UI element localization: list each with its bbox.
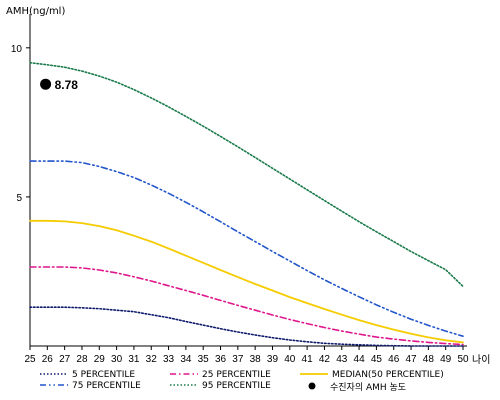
x-axis-title: 나이	[472, 354, 490, 366]
legend-marker-patient	[308, 382, 316, 390]
patient-point	[40, 78, 52, 90]
x-tick-label: 27	[59, 354, 71, 365]
x-tick-label: 26	[42, 354, 54, 365]
legend-label-patient: 수진자의 AMH 농도	[330, 382, 406, 393]
x-tick-label: 25	[24, 354, 36, 365]
x-tick-label: 29	[94, 354, 106, 365]
x-tick-label: 49	[440, 354, 452, 365]
series-line-25-percentile	[29, 266, 464, 346]
series-line-median-50-percentile-	[29, 219, 464, 344]
x-tick-label: 40	[284, 354, 296, 365]
legend: 5 PERCENTILE 25 PERCENTILE MEDIAN(50 PERCE…	[40, 370, 444, 393]
patient-marker: 8.78	[40, 78, 78, 92]
legend-label: MEDIAN(50 PERCENTILE)	[332, 370, 444, 380]
x-tick-label: 43	[336, 354, 348, 365]
y-tick-label: 10	[11, 44, 23, 55]
x-tick-label: 50	[457, 354, 469, 365]
x-tick-label: 28	[76, 354, 88, 365]
x-tick-label: 47	[405, 354, 417, 365]
x-tick-label: 44	[354, 354, 366, 365]
series-lines	[29, 61, 464, 347]
legend-label: 95 PERCENTILE	[202, 381, 271, 391]
x-tick-label: 48	[423, 354, 435, 365]
x-tick-label: 45	[371, 354, 383, 365]
x-tick-label: 33	[163, 354, 175, 365]
x-tick-label: 41	[302, 354, 314, 365]
x-tick-label: 46	[388, 354, 400, 365]
legend-label: 5 PERCENTILE	[72, 370, 135, 380]
x-tick-label: 34	[180, 354, 192, 365]
patient-point-label: 8.78	[55, 78, 79, 92]
x-tick-label: 38	[250, 354, 262, 365]
x-tick-label: 31	[128, 354, 140, 365]
x-tick-label: 39	[267, 354, 279, 365]
legend-label: 75 PERCENTILE	[72, 381, 141, 391]
series-line-5-percentile	[29, 306, 464, 347]
y-axis-title: AMH(ng/ml)	[6, 6, 65, 17]
x-tick-label: 32	[146, 354, 158, 365]
x-tick-label: 37	[232, 354, 244, 365]
series-line-95-percentile	[29, 61, 464, 288]
series-line-75-percentile	[29, 160, 464, 338]
y-tick-label: 5	[16, 193, 22, 204]
x-tick-label: 30	[111, 354, 123, 365]
x-tick-label: 36	[215, 354, 227, 365]
x-tick-label: 42	[319, 354, 331, 365]
axes: 5 10 AMH(ng/ml) 25 26 27 28 29 30 31 32 33 34 35 36 37 3…	[6, 6, 490, 366]
x-tick-label: 35	[198, 354, 210, 365]
legend-label: 25 PERCENTILE	[202, 370, 271, 380]
